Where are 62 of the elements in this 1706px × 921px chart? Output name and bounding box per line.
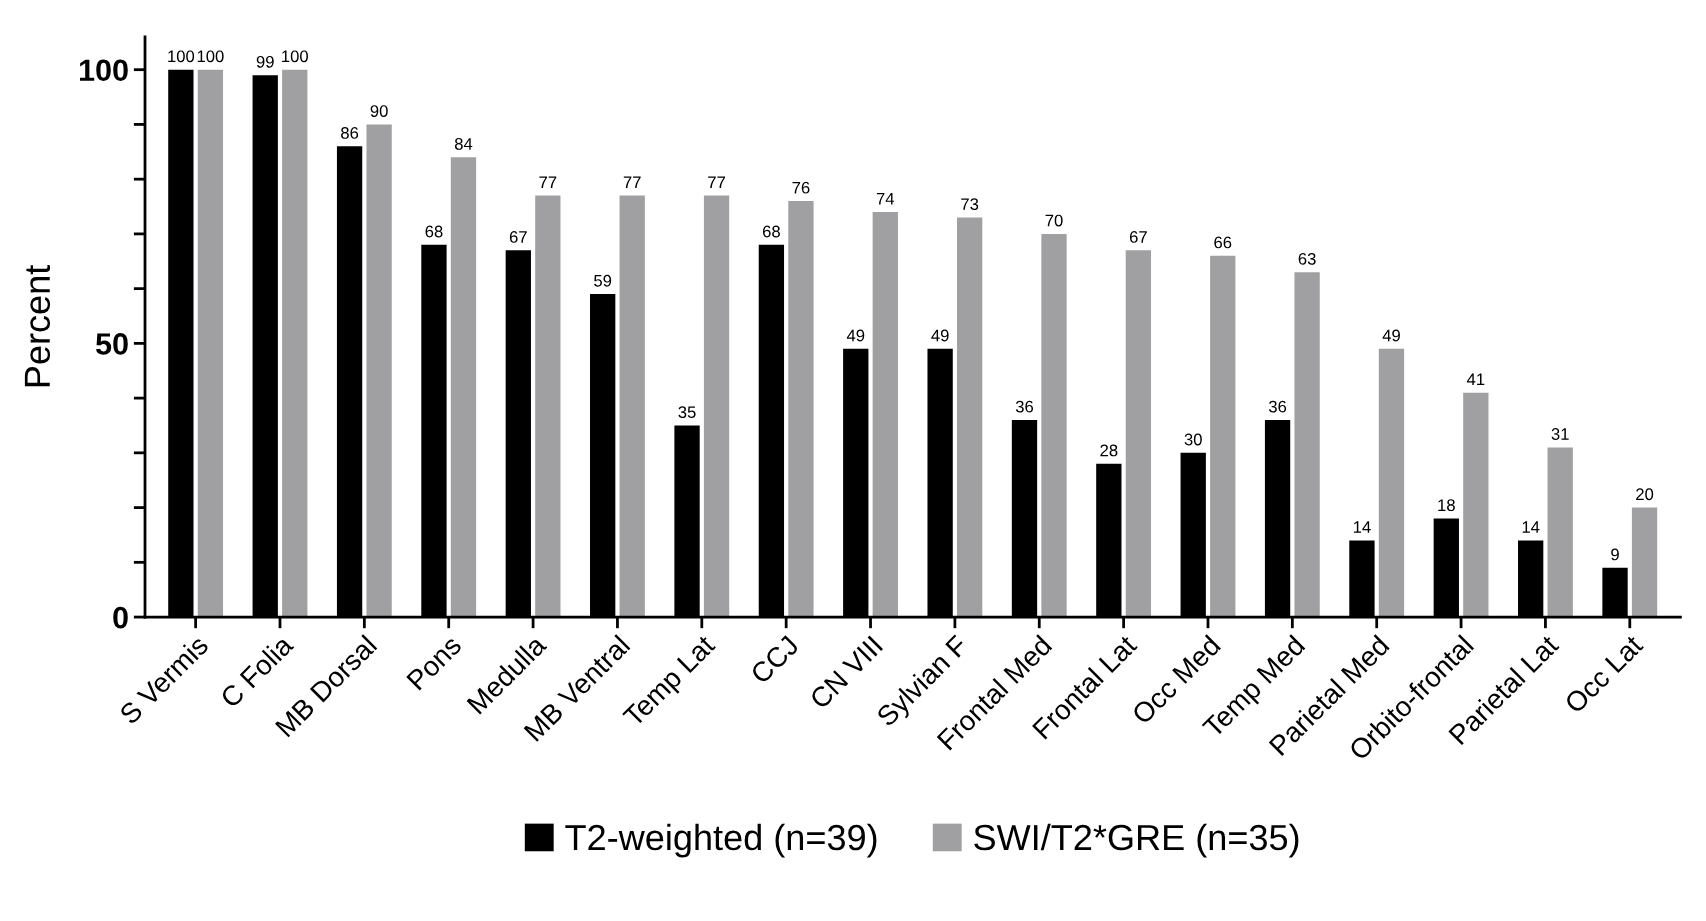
data-label: 28	[1100, 444, 1118, 457]
bar	[788, 201, 814, 618]
data-label: 77	[623, 176, 641, 188]
data-label: 35	[678, 406, 696, 419]
data-label: 76	[792, 181, 810, 194]
data-label: 68	[425, 225, 443, 238]
bar	[450, 157, 477, 618]
data-label: 49	[931, 329, 949, 342]
y-tick-label: 0	[113, 606, 128, 629]
bar	[703, 195, 730, 618]
bar	[1631, 507, 1658, 618]
data-label: 100	[282, 50, 309, 63]
y-tick-label: 50	[95, 333, 128, 355]
bar	[1378, 348, 1405, 618]
data-label: 49	[846, 329, 865, 342]
data-label: 68	[762, 225, 780, 238]
data-label: 90	[370, 105, 388, 117]
data-label: 99	[256, 55, 274, 68]
data-label: 67	[509, 231, 527, 243]
bar	[619, 195, 645, 618]
data-label: 67	[1129, 231, 1147, 243]
data-label: 31	[1551, 428, 1569, 440]
bar	[1294, 272, 1320, 618]
data-label: 77	[539, 176, 557, 188]
data-label: 30	[1184, 433, 1202, 446]
data-label: 41	[1466, 373, 1485, 386]
data-label: 66	[1214, 236, 1232, 249]
legend-label: SWI/T2*GRE (n=35)	[974, 823, 1299, 858]
x-tick-label: CCJ	[749, 635, 800, 685]
bar	[366, 124, 392, 618]
data-label: 49	[1382, 329, 1400, 342]
data-label: 77	[708, 176, 725, 188]
data-label: 14	[1353, 521, 1371, 533]
y-axis-title: Percent	[24, 264, 51, 387]
data-label: 14	[1522, 521, 1540, 533]
bar	[1547, 447, 1573, 618]
data-label: 100	[168, 50, 195, 63]
bar	[197, 69, 224, 618]
data-label: 74	[876, 192, 895, 205]
data-label: 63	[1298, 252, 1316, 265]
data-label: 36	[1268, 400, 1287, 413]
bar	[1463, 392, 1489, 618]
bar	[282, 69, 308, 618]
data-label: 9	[1611, 548, 1619, 561]
data-label: 59	[594, 274, 612, 287]
data-label: 18	[1438, 499, 1455, 512]
bar	[872, 212, 898, 618]
y-tick-label: 100	[79, 59, 128, 82]
bar	[1125, 250, 1152, 618]
data-label: 73	[961, 198, 979, 211]
bar	[535, 195, 561, 618]
legend-label: T2-weighted (n=39)	[565, 823, 877, 858]
data-label: 70	[1045, 214, 1063, 227]
data-label: 84	[454, 138, 473, 150]
data-label: 100	[197, 50, 224, 63]
data-label: 86	[341, 127, 359, 139]
data-label: 20	[1636, 488, 1654, 501]
bar	[1041, 233, 1067, 618]
bar	[957, 217, 983, 618]
x-tick-label: Occ Lat	[1563, 633, 1645, 715]
data-label: 36	[1015, 400, 1034, 413]
bar	[1210, 255, 1236, 618]
